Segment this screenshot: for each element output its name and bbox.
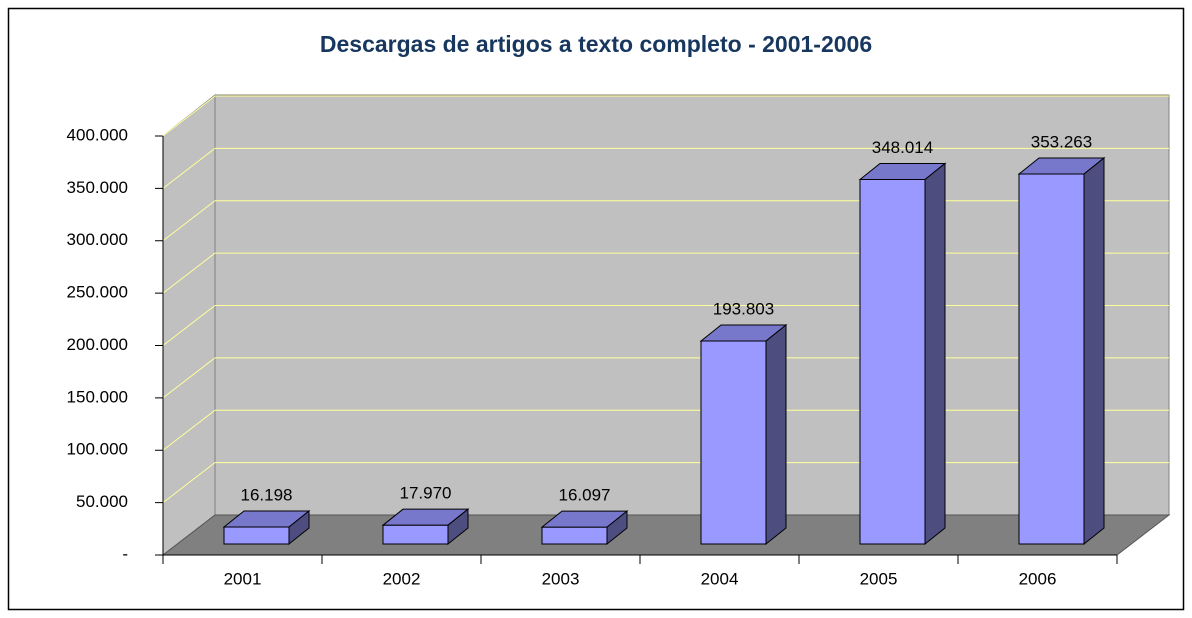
bar-front xyxy=(223,526,290,545)
grid-line xyxy=(162,409,1169,451)
x-tick-label: 2004 xyxy=(701,569,739,588)
chart-title: Descargas de artigos a texto completo - … xyxy=(320,31,872,57)
data-label: 193.803 xyxy=(713,299,774,318)
grid-line xyxy=(162,252,1169,294)
data-label: 348.014 xyxy=(872,138,933,157)
bar-side xyxy=(1083,156,1105,546)
grid-line xyxy=(162,305,1169,346)
grid-line xyxy=(162,147,1169,189)
x-tick-label: 2002 xyxy=(383,569,421,588)
y-tick-label: 100.000 xyxy=(67,440,128,459)
bar-side xyxy=(606,510,628,546)
bar-side xyxy=(765,323,787,546)
y-tick-label: 250.000 xyxy=(67,283,128,302)
data-label: 16.097 xyxy=(559,486,611,505)
y-tick-label: 50.000 xyxy=(76,492,128,511)
grid-line xyxy=(162,462,1169,504)
y-tick-label: 350.000 xyxy=(67,178,128,197)
x-tick-label: 2006 xyxy=(1019,569,1057,588)
x-tick-label: 2005 xyxy=(860,569,898,588)
grid-line xyxy=(162,200,1169,242)
bar-side xyxy=(924,162,946,546)
y-tick-label: 400.000 xyxy=(67,125,128,144)
bar-front xyxy=(382,524,449,545)
y-tick-label: 300.000 xyxy=(67,230,128,249)
grid-line xyxy=(162,95,1169,137)
bar-front xyxy=(541,526,608,545)
data-label: 17.970 xyxy=(400,484,452,503)
y-tick-label: 150.000 xyxy=(67,387,128,406)
bar-front xyxy=(1018,173,1085,545)
bar-front xyxy=(859,178,926,545)
x-tick-label: 2003 xyxy=(542,569,580,588)
bar-side xyxy=(447,508,469,546)
y-tick-label: - xyxy=(122,544,128,563)
data-label: 16.198 xyxy=(241,486,293,505)
bar-front xyxy=(700,340,767,545)
data-label: 353.263 xyxy=(1031,132,1092,151)
floor xyxy=(161,514,1171,556)
y-tick-label: 200.000 xyxy=(67,335,128,354)
x-tick-label: 2001 xyxy=(224,569,262,588)
grid-line xyxy=(162,357,1169,399)
bar-side xyxy=(288,509,310,546)
